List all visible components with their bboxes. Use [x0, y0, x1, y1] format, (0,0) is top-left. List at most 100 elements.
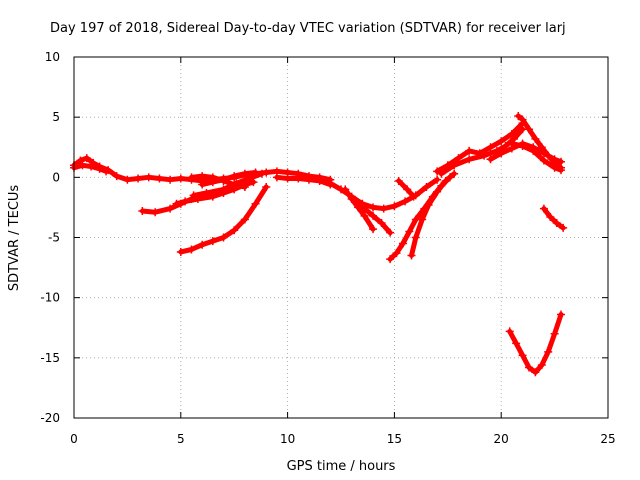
data-point-marker — [550, 329, 559, 338]
data-point-marker — [351, 197, 360, 206]
data-point-marker — [166, 204, 175, 213]
data-point-marker — [240, 180, 249, 189]
data-point-marker — [347, 194, 356, 203]
data-point-marker — [531, 368, 540, 377]
data-point-marker — [198, 172, 207, 181]
series-seg-evening-1 — [433, 119, 527, 176]
data-point-marker — [262, 168, 271, 177]
data-point-marker — [465, 155, 474, 164]
series-seg-afternoon-drop-b — [351, 197, 395, 237]
data-point-marker — [507, 139, 516, 148]
x-tick-label: 10 — [280, 432, 295, 446]
data-point-marker — [411, 233, 420, 242]
series-seg-evening-low — [507, 139, 566, 175]
data-point-marker — [102, 167, 111, 176]
data-point-marker — [544, 347, 553, 356]
data-point-marker — [369, 225, 378, 234]
series-seg-mid-1 — [172, 178, 258, 208]
data-point-marker — [486, 143, 495, 152]
data-point-marker — [550, 163, 559, 172]
data-point-marker — [557, 310, 566, 319]
data-point-marker — [497, 137, 506, 146]
data-point-marker — [454, 154, 463, 163]
data-point-marker — [450, 161, 459, 170]
axis-ticks: 0 5 10 15 20 25 -20 -15 -10 -5 0 5 10 — [40, 50, 615, 446]
series-trace — [515, 113, 564, 171]
data-point-marker — [407, 251, 416, 260]
data-point-marker — [240, 215, 249, 224]
y-tick-label: -10 — [40, 291, 60, 305]
data-point-marker — [386, 228, 395, 237]
data-point-marker — [544, 151, 553, 160]
y-tick-label: 0 — [52, 170, 60, 184]
data-point-marker — [304, 175, 313, 184]
data-point-marker — [176, 174, 185, 183]
data-point-marker — [219, 233, 228, 242]
data-point-marker — [138, 207, 147, 216]
data-point-marker — [144, 173, 153, 182]
data-point-marker — [409, 192, 418, 201]
data-point-marker — [403, 185, 412, 194]
data-point-marker — [450, 169, 459, 178]
data-point-marker — [433, 175, 442, 184]
data-point-marker — [249, 178, 258, 187]
data-point-marker — [326, 179, 335, 188]
data-point-marker — [518, 142, 527, 151]
data-point-marker — [539, 204, 548, 213]
data-point-marker — [422, 182, 431, 191]
data-point-marker — [181, 197, 190, 206]
data-point-marker — [510, 134, 519, 143]
data-point-marker — [433, 187, 442, 196]
data-point-marker — [151, 208, 160, 217]
data-point-marker — [230, 226, 239, 235]
data-point-marker — [552, 219, 561, 228]
y-tick-label: -20 — [40, 411, 60, 425]
data-point-marker — [208, 192, 217, 201]
data-point-marker — [424, 201, 433, 210]
data-point-marker — [283, 174, 292, 183]
x-axis-label: GPS time / hours — [287, 459, 396, 474]
x-tick-label: 0 — [70, 432, 78, 446]
data-point-marker — [219, 188, 228, 197]
data-point-marker — [82, 154, 91, 163]
data-point-marker — [546, 213, 555, 222]
data-point-marker — [251, 199, 260, 208]
data-point-marker — [369, 203, 378, 212]
data-point-marker — [240, 169, 249, 178]
data-point-marker — [230, 185, 239, 194]
data-point-marker — [176, 247, 185, 256]
data-point-marker — [557, 166, 566, 175]
data-series — [70, 111, 568, 377]
data-point-marker — [531, 134, 540, 143]
data-point-marker — [123, 175, 132, 184]
data-point-marker — [112, 172, 121, 181]
series-seg-late-bowl — [505, 310, 566, 377]
data-point-marker — [377, 219, 386, 228]
data-point-marker — [87, 162, 96, 171]
data-point-marker — [360, 211, 369, 220]
series-seg-afternoon-low-b — [407, 169, 459, 260]
data-point-marker — [369, 211, 378, 220]
data-point-marker — [518, 351, 527, 360]
series-seg-afternoon-drop-a — [341, 185, 378, 234]
data-point-marker — [524, 125, 533, 134]
chart-title: Day 197 of 2018, Sidereal Day-to-day VTE… — [50, 21, 566, 36]
data-point-marker — [230, 172, 239, 181]
x-tick-label: 20 — [494, 432, 509, 446]
x-tick-label: 25 — [600, 432, 615, 446]
data-point-marker — [401, 197, 410, 206]
series-seg-morning-low — [70, 161, 111, 176]
data-point-marker — [394, 176, 403, 185]
data-point-marker — [512, 339, 521, 348]
data-point-marker — [166, 175, 175, 184]
data-point-marker — [398, 239, 407, 248]
x-tick-label: 15 — [387, 432, 402, 446]
data-point-marker — [341, 185, 350, 194]
y-axis-label: SDTVAR / TECUs — [7, 185, 22, 292]
data-point-marker — [514, 111, 523, 120]
data-point-marker — [539, 156, 548, 165]
data-point-marker — [537, 361, 546, 370]
series-seg-evening-peak — [514, 111, 566, 172]
series-seg-wide-2 — [198, 168, 260, 189]
data-point-marker — [518, 115, 527, 124]
